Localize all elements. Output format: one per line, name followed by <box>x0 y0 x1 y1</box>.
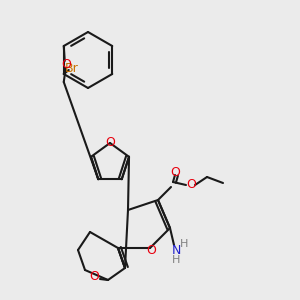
Text: O: O <box>89 271 99 284</box>
Text: H: H <box>172 255 180 265</box>
Text: O: O <box>170 166 180 178</box>
Text: H: H <box>180 239 188 249</box>
Text: O: O <box>146 244 156 256</box>
Text: N: N <box>171 244 181 256</box>
Text: O: O <box>186 178 196 191</box>
Text: Br: Br <box>65 62 79 76</box>
Text: O: O <box>105 136 115 149</box>
Text: O: O <box>61 58 71 70</box>
